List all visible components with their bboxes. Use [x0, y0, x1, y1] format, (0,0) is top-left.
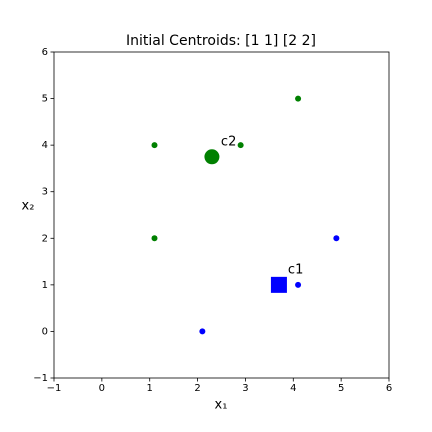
chart-title: Initial Centroids: [1 1] [2 2] [126, 33, 316, 49]
y-tick-label: 0 [42, 326, 48, 337]
y-tick-label: 6 [42, 47, 48, 58]
y-tick-label: 2 [42, 233, 48, 244]
y-tick-label: −1 [33, 373, 48, 384]
y-tick-label: 3 [42, 187, 48, 198]
point [295, 95, 302, 102]
point [151, 142, 158, 149]
x-tick-label: 3 [242, 383, 248, 394]
point [295, 281, 302, 288]
x-tick-label: 4 [290, 383, 296, 394]
point [237, 142, 244, 149]
point [199, 328, 206, 335]
centroid [270, 276, 287, 293]
x-tick-label: 5 [338, 383, 344, 394]
y-axis-label: x₂ [22, 199, 35, 214]
x-tick-label: 1 [147, 383, 153, 394]
x-tick-label: 0 [99, 383, 105, 394]
x-tick-label: −1 [47, 383, 62, 394]
centroid-label: c1 [288, 262, 303, 277]
plot-frame [53, 51, 390, 379]
y-tick-label: 5 [42, 94, 48, 105]
y-tick-label: 4 [42, 140, 48, 151]
x-tick-label: 2 [194, 383, 200, 394]
point [151, 235, 158, 242]
centroid-label: c2 [221, 134, 236, 149]
centroid [204, 149, 220, 165]
x-tick-label: 6 [386, 383, 392, 394]
point [333, 235, 340, 242]
y-tick-label: 1 [42, 280, 48, 291]
x-axis-label: x₁ [215, 398, 228, 413]
